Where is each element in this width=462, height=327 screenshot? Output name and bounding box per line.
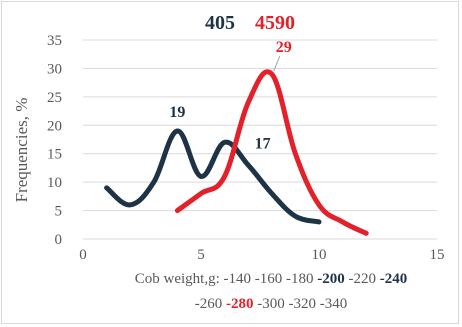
series-line-405 (104, 128, 322, 225)
x-label-part-2: -220 (345, 271, 380, 287)
annotation-17: 17 (255, 135, 271, 152)
x-axis-label-line-1: Cob weight,g: -140 -160 -180 -200 -220 -… (135, 271, 407, 287)
y-tick-30: 30 (47, 61, 62, 77)
y-tick-25: 25 (47, 90, 62, 106)
x-label-part-3: -240 (380, 271, 408, 287)
y-tick-20: 20 (47, 118, 62, 134)
x-tick-0: 0 (79, 247, 87, 263)
y-tick-15: 15 (47, 147, 62, 163)
x-label-part-1: -280 (226, 296, 254, 312)
x-label-part-0: Cob weight,g: -140 -160 -180 (135, 271, 317, 287)
annotations: 19 17 29 (169, 39, 291, 152)
y-tick-10: 10 (47, 175, 62, 191)
x-label-part-1: -200 (317, 271, 345, 287)
series-label-4590: 4590 (255, 12, 295, 34)
x-label-part-2: -300 -320 -340 (254, 296, 348, 312)
y-axis-label: Frequencies, % (12, 98, 31, 203)
annotation-19: 19 (169, 104, 185, 121)
x-tick-5: 5 (197, 247, 205, 263)
x-tick-15: 15 (430, 247, 445, 263)
y-tick-labels: 0 5 10 15 20 25 30 35 (47, 33, 62, 248)
series-lines (104, 69, 369, 236)
x-tick-10: 10 (312, 247, 327, 263)
y-tick-5: 5 (55, 204, 63, 220)
y-tick-0: 0 (55, 232, 63, 248)
series-line-4590 (174, 69, 369, 236)
x-label-part-0: -260 (195, 296, 226, 312)
annotation-leader-29 (273, 55, 281, 72)
x-axis-label-line-2: -260 -280 -300 -320 -340 (195, 296, 348, 312)
y-tick-35: 35 (47, 33, 62, 49)
grid-lines (83, 39, 437, 240)
series-label-405: 405 (205, 12, 235, 34)
x-tick-labels: 0 5 10 15 (79, 247, 444, 263)
annotation-29: 29 (276, 39, 292, 56)
